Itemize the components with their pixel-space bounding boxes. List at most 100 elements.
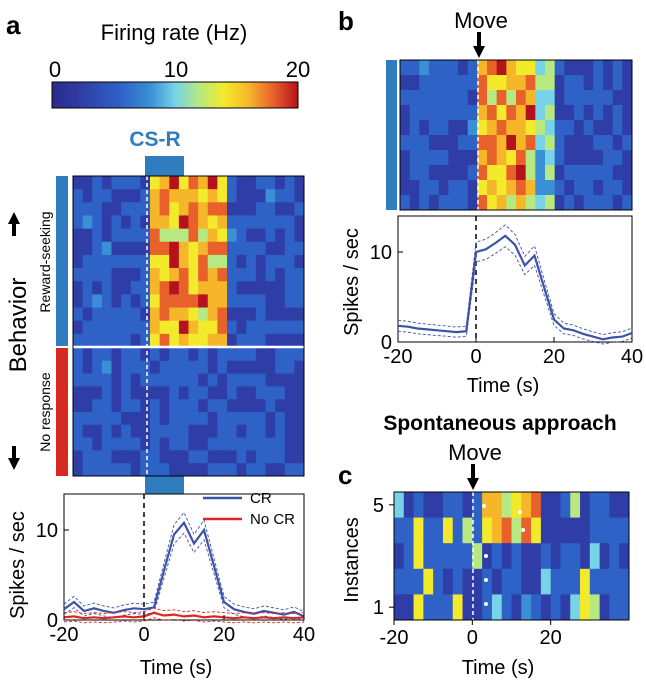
heatmap-cell <box>525 90 536 106</box>
heatmap-cell <box>207 176 218 190</box>
heatmap-cell <box>423 517 434 544</box>
heatmap-cell <box>467 165 478 181</box>
heatmap-cell <box>92 202 103 216</box>
event-dot <box>484 554 488 558</box>
heatmap-cell <box>477 165 488 181</box>
heatmap-cell <box>413 594 424 621</box>
heatmap-cell <box>73 320 84 335</box>
plot-frame <box>397 215 633 343</box>
heatmap-cell <box>458 120 469 136</box>
heatmap-cell <box>284 307 295 322</box>
heatmap-cell <box>564 195 575 211</box>
heatmap-cell <box>121 215 132 230</box>
heatmap-cell <box>111 176 122 190</box>
heatmap-cell <box>506 90 517 106</box>
heatmap-cell <box>255 463 266 477</box>
heatmap-cell <box>178 412 189 426</box>
heatmap-cell <box>236 189 247 203</box>
heatmap-cell <box>178 254 189 269</box>
heatmap-cell <box>82 176 93 190</box>
heatmap-cell <box>92 437 103 451</box>
heatmap-cell <box>246 281 257 295</box>
heatmap-cell <box>207 450 218 464</box>
heatmap-cell <box>217 333 228 348</box>
heatmap-cell <box>111 437 122 451</box>
heatmap-cell <box>275 268 286 282</box>
heatmap-cell <box>150 268 161 282</box>
heatmap-cell <box>462 594 473 621</box>
heatmap-cell <box>121 450 132 464</box>
heatmap-cell <box>265 320 276 335</box>
heatmap-cell <box>525 165 536 181</box>
heatmap-cell <box>452 492 463 518</box>
heatmap-cell <box>246 437 257 451</box>
heatmap-cell <box>255 373 266 387</box>
y-tick-label: 10 <box>370 242 392 264</box>
heatmap-cell <box>560 492 571 518</box>
heatmap-cell <box>159 450 170 464</box>
heatmap-cell <box>583 180 594 196</box>
heatmap-cell <box>294 202 305 216</box>
x-tick-label: -20 <box>380 627 409 649</box>
heatmap-cell <box>275 424 286 438</box>
heatmap-cell <box>438 165 449 181</box>
heatmap-cell <box>599 492 610 518</box>
heatmap-cell <box>140 281 151 295</box>
heatmap-cell <box>284 202 295 216</box>
heatmap-cell <box>419 105 430 121</box>
heatmap-cell <box>564 120 575 136</box>
heatmap-cell <box>130 463 141 477</box>
heatmap-cell <box>207 320 218 335</box>
heatmap-cell <box>554 135 565 151</box>
heatmap-cell <box>130 386 141 400</box>
heatmap-cell <box>207 399 218 413</box>
heatmap-cell <box>246 386 257 400</box>
heatmap-cell <box>130 399 141 413</box>
heatmap-cell <box>207 333 218 348</box>
heatmap-cell <box>140 373 151 387</box>
heatmap-cell <box>284 437 295 451</box>
heatmap-cell <box>101 333 112 348</box>
heatmap-cell <box>101 176 112 190</box>
heatmap-cell <box>246 450 257 464</box>
heatmap-cell <box>403 594 414 621</box>
heatmap-cell <box>448 165 459 181</box>
heatmap-cell <box>217 228 228 243</box>
heatmap-cell <box>227 412 238 426</box>
heatmap-cell <box>207 424 218 438</box>
heatmap-cell <box>462 543 473 570</box>
heatmap-cell <box>603 165 614 181</box>
heatmap-cell <box>487 60 498 76</box>
panel-c-title: Spontaneous approach <box>383 412 616 435</box>
heatmap-cell <box>227 320 238 335</box>
heatmap-cell <box>121 320 132 335</box>
heatmap-cell <box>619 568 630 595</box>
heatmap-cell <box>169 176 180 190</box>
heatmap-cell <box>294 412 305 426</box>
heatmap-cell <box>506 120 517 136</box>
heatmap-cell <box>511 568 522 595</box>
heatmap-cell <box>150 463 161 477</box>
y-tick-label: 0 <box>47 610 58 632</box>
heatmap-cell <box>275 215 286 230</box>
heatmap-cell <box>438 75 449 91</box>
heatmap-cell <box>227 189 238 203</box>
heatmap-cell <box>92 463 103 477</box>
heatmap-cell <box>140 450 151 464</box>
heatmap-cell <box>284 373 295 387</box>
heatmap-cell <box>294 399 305 413</box>
heatmap-cell <box>554 60 565 76</box>
colorbar-tick-20: 20 <box>286 57 310 82</box>
series-line-no-cr <box>63 611 305 620</box>
heatmap-cell <box>73 333 84 348</box>
heatmap-cell <box>409 60 420 76</box>
heatmap-cell <box>130 189 141 203</box>
heatmap-cell <box>275 412 286 426</box>
heatmap-cell <box>419 180 430 196</box>
heatmap-cell <box>400 135 411 151</box>
heatmap-cell <box>609 517 620 544</box>
heatmap-cell <box>198 348 209 362</box>
heatmap-cell <box>564 135 575 151</box>
heatmap-cell <box>150 215 161 230</box>
heatmap-cell <box>574 135 585 151</box>
